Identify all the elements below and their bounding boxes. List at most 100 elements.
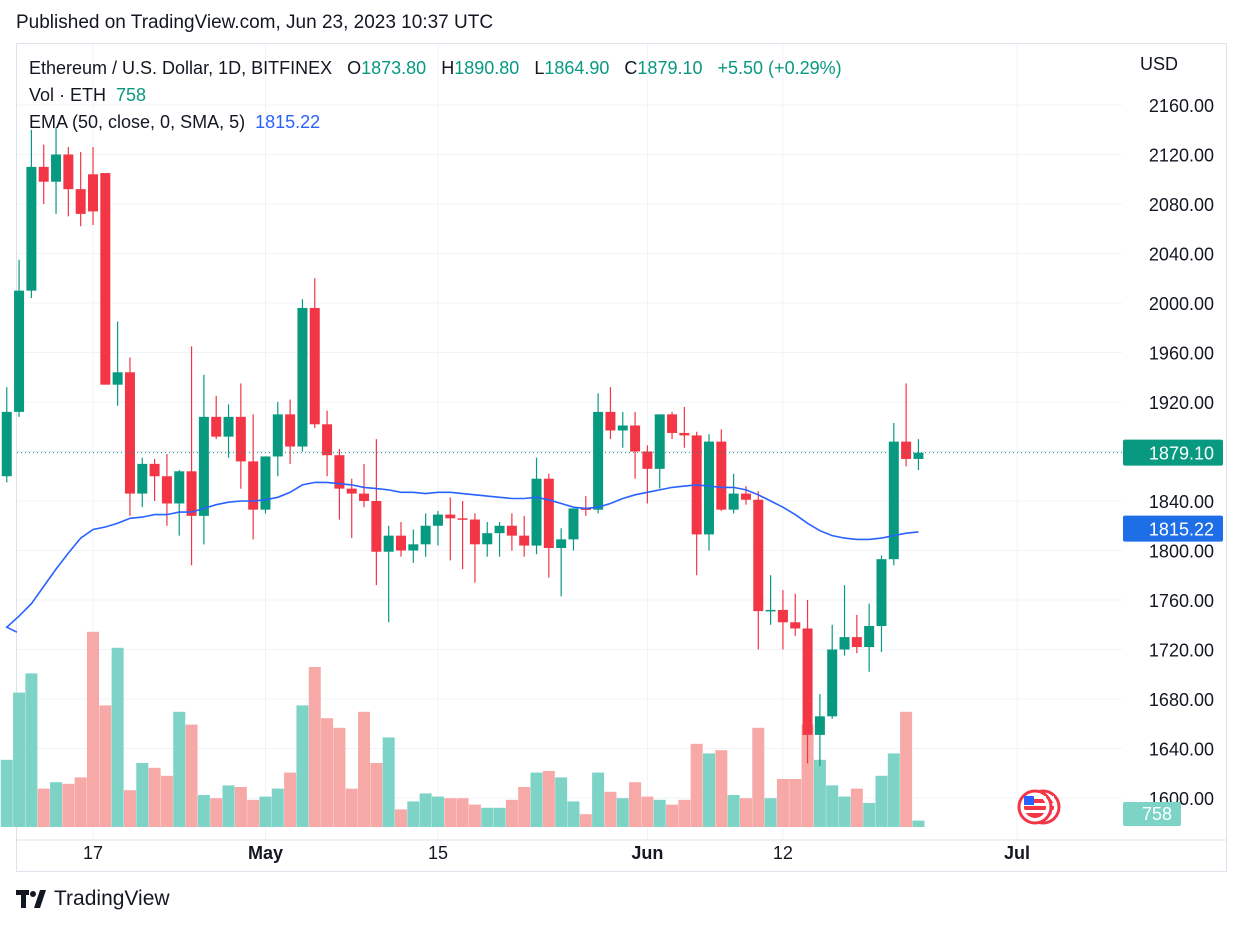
volume-bar bbox=[592, 772, 605, 827]
low-label: L bbox=[534, 58, 545, 78]
candle bbox=[679, 406, 690, 448]
candle bbox=[667, 411, 678, 440]
candle-body bbox=[556, 539, 567, 549]
candle bbox=[371, 439, 382, 586]
candle-body bbox=[100, 173, 111, 385]
volume-bar bbox=[370, 763, 383, 827]
candle-body bbox=[309, 307, 320, 425]
volume-bar bbox=[0, 759, 13, 827]
candle bbox=[580, 496, 591, 516]
candle-body bbox=[605, 411, 616, 431]
volume-bar bbox=[234, 787, 247, 827]
candle-body bbox=[667, 414, 678, 433]
price-tick-label: 1640.00 bbox=[1149, 740, 1214, 760]
candle-body bbox=[802, 628, 813, 735]
volume-bar bbox=[456, 798, 469, 827]
candle bbox=[851, 614, 862, 654]
candle bbox=[432, 510, 443, 546]
volume-bar bbox=[579, 814, 592, 827]
price-tick-label: 1680.00 bbox=[1149, 690, 1214, 710]
volume-bar bbox=[358, 711, 371, 827]
volume-bar bbox=[900, 711, 913, 827]
candle-body bbox=[827, 649, 838, 717]
volume-bar bbox=[555, 777, 568, 827]
volume-bar bbox=[148, 767, 161, 827]
candle bbox=[617, 411, 628, 448]
open-label: O bbox=[347, 58, 362, 78]
volume-bar bbox=[518, 787, 531, 827]
candle bbox=[839, 585, 850, 656]
candle bbox=[235, 383, 246, 489]
volume-bar bbox=[567, 801, 580, 827]
volume-badge-bg bbox=[1123, 802, 1181, 826]
legend-ema-row[interactable]: EMA (50, close, 0, SMA, 5) 1815.22 bbox=[29, 112, 320, 133]
published-header: Published on TradingView.com, Jun 23, 20… bbox=[16, 12, 494, 33]
candle-body bbox=[901, 441, 912, 459]
candle bbox=[901, 383, 912, 467]
candle bbox=[420, 513, 431, 557]
legend-symbol-row[interactable]: Ethereum / U.S. Dollar, 1D, BITFINEX O18… bbox=[29, 58, 842, 79]
volume-bar bbox=[826, 785, 839, 827]
volume-bar bbox=[321, 718, 334, 827]
volume-bar bbox=[87, 631, 99, 827]
candle bbox=[519, 515, 530, 557]
candle-body bbox=[396, 535, 406, 551]
date-tick-label: 15 bbox=[428, 843, 448, 863]
candle-body bbox=[814, 716, 825, 735]
volume-bar bbox=[912, 820, 925, 827]
candle-body bbox=[457, 518, 468, 520]
last-price-badge-bg bbox=[1123, 439, 1223, 466]
candle bbox=[100, 173, 111, 385]
low-value: 1864.90 bbox=[544, 58, 610, 78]
candle-body bbox=[88, 174, 98, 212]
volume-bar bbox=[481, 807, 494, 827]
volume-bar bbox=[715, 750, 728, 827]
candle-body bbox=[371, 501, 382, 552]
brand-footer[interactable]: TradingView bbox=[16, 887, 170, 911]
volume-bar bbox=[493, 807, 506, 827]
volume-bar bbox=[185, 724, 198, 827]
ema-price-badge-bg bbox=[1123, 515, 1223, 542]
candle-body bbox=[75, 189, 86, 214]
volume-bar bbox=[505, 799, 518, 827]
candle bbox=[346, 478, 357, 539]
candle bbox=[704, 434, 714, 551]
candle bbox=[753, 491, 764, 650]
volume-bar bbox=[62, 783, 75, 827]
volume-bar bbox=[666, 804, 679, 827]
price-axis: 2160.00 2120.00 2080.00 2040.00 2000.00 1960.… bbox=[16, 96, 1227, 863]
candle-body bbox=[420, 525, 431, 545]
candle bbox=[777, 590, 788, 650]
candle-body bbox=[137, 463, 148, 494]
legend-volume-row[interactable]: Vol · ETH 758 bbox=[29, 85, 146, 106]
price-tick-label: 1800.00 bbox=[1149, 542, 1214, 562]
candle-body bbox=[888, 441, 899, 560]
candle bbox=[494, 522, 505, 557]
candle-body bbox=[26, 166, 37, 291]
candle bbox=[51, 127, 62, 214]
volume-value: 758 bbox=[116, 85, 147, 105]
ema-path bbox=[5, 481, 919, 633]
candle-body bbox=[445, 514, 456, 519]
candle bbox=[765, 575, 776, 625]
candle bbox=[75, 152, 86, 227]
open-value: 1873.80 bbox=[361, 58, 427, 78]
candle-body bbox=[124, 372, 135, 494]
us-flag-event-icon[interactable] bbox=[1017, 789, 1053, 825]
volume-bar bbox=[530, 772, 543, 827]
candle bbox=[876, 555, 887, 652]
volume-bar bbox=[13, 692, 26, 827]
candle-body bbox=[223, 416, 234, 437]
candle bbox=[211, 395, 222, 440]
volume-label: Vol · ETH bbox=[29, 85, 107, 105]
candle-body bbox=[519, 535, 530, 546]
candle-body bbox=[494, 525, 505, 534]
volume-bar bbox=[838, 796, 851, 827]
price-tick-label: 2000.00 bbox=[1149, 294, 1214, 314]
volume-bar bbox=[863, 803, 876, 827]
volume-bars bbox=[0, 631, 925, 827]
candle-body bbox=[432, 514, 443, 526]
candle bbox=[790, 593, 801, 636]
axis-badges: 1879.10 1815.22 758 bbox=[17, 439, 1223, 826]
